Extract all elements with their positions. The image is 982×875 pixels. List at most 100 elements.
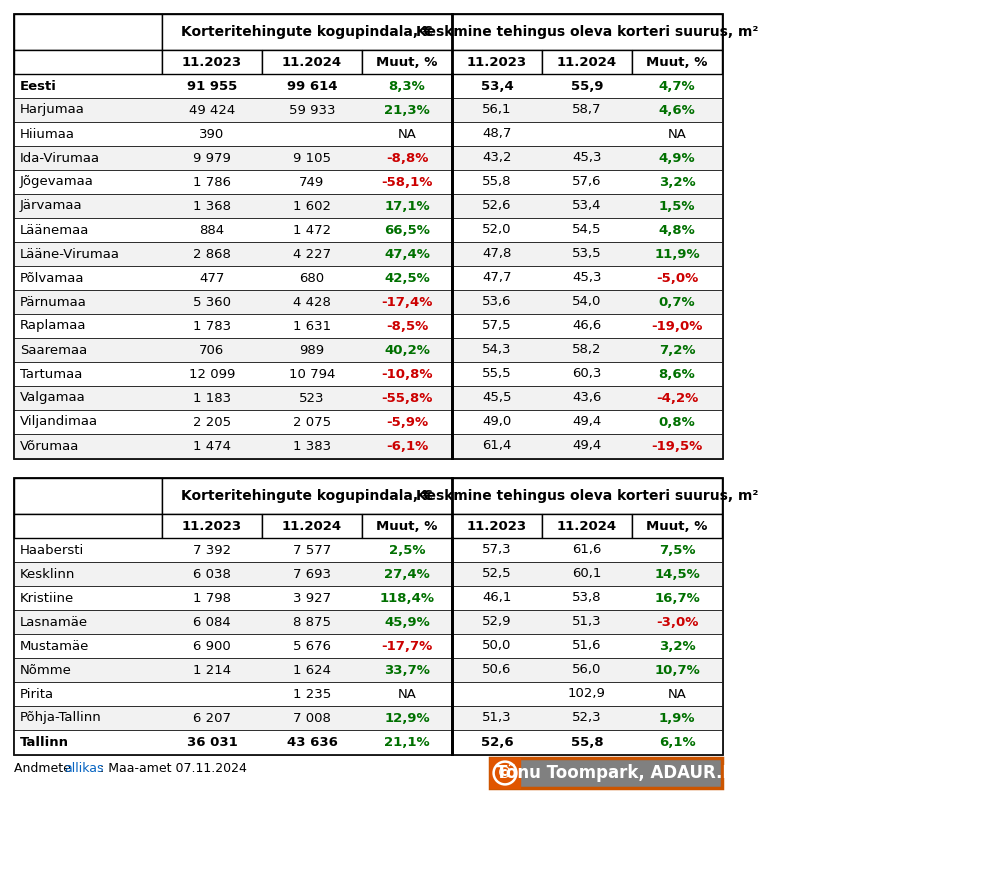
Bar bbox=[14, 478, 162, 514]
Text: 52,3: 52,3 bbox=[573, 711, 602, 724]
Text: 8,3%: 8,3% bbox=[389, 80, 425, 93]
Bar bbox=[14, 314, 722, 338]
Text: Harjumaa: Harjumaa bbox=[20, 103, 84, 116]
Bar bbox=[632, 514, 722, 538]
Text: 49,0: 49,0 bbox=[482, 416, 512, 429]
Text: -5,9%: -5,9% bbox=[386, 416, 428, 429]
Text: 49 424: 49 424 bbox=[189, 103, 235, 116]
Bar bbox=[14, 410, 722, 434]
Bar bbox=[14, 586, 722, 610]
Text: 53,8: 53,8 bbox=[573, 592, 602, 605]
Text: 1,5%: 1,5% bbox=[659, 200, 695, 213]
Text: Haabersti: Haabersti bbox=[20, 543, 84, 556]
Bar bbox=[452, 50, 542, 74]
Text: 33,7%: 33,7% bbox=[384, 663, 430, 676]
Text: 55,8: 55,8 bbox=[571, 736, 603, 748]
Text: 36 031: 36 031 bbox=[187, 736, 238, 748]
Text: 6 084: 6 084 bbox=[193, 615, 231, 628]
Text: 6 038: 6 038 bbox=[193, 568, 231, 580]
Text: 1 214: 1 214 bbox=[192, 663, 231, 676]
Text: 49,4: 49,4 bbox=[573, 416, 602, 429]
Text: Korteritehingute kogupindala, €: Korteritehingute kogupindala, € bbox=[182, 489, 433, 503]
Bar bbox=[542, 50, 632, 74]
Bar bbox=[14, 682, 722, 706]
Text: 1 368: 1 368 bbox=[193, 200, 231, 213]
Bar bbox=[262, 514, 362, 538]
Text: 55,9: 55,9 bbox=[571, 80, 603, 93]
Text: 1 783: 1 783 bbox=[192, 319, 231, 332]
Text: 11.2024: 11.2024 bbox=[557, 520, 617, 533]
Text: 58,7: 58,7 bbox=[573, 103, 602, 116]
Bar bbox=[262, 50, 362, 74]
Text: 51,3: 51,3 bbox=[482, 711, 512, 724]
Bar bbox=[14, 146, 722, 170]
Text: 1 474: 1 474 bbox=[193, 439, 231, 452]
Bar bbox=[14, 658, 722, 682]
Text: 2 205: 2 205 bbox=[192, 416, 231, 429]
Text: 2,5%: 2,5% bbox=[389, 543, 425, 556]
Text: 45,9%: 45,9% bbox=[384, 615, 430, 628]
Text: 9 979: 9 979 bbox=[193, 151, 231, 164]
Text: 52,5: 52,5 bbox=[482, 568, 512, 580]
Text: Keskmine tehingus oleva korteri suurus, m²: Keskmine tehingus oleva korteri suurus, … bbox=[415, 25, 758, 39]
Text: 27,4%: 27,4% bbox=[384, 568, 430, 580]
Text: 0,8%: 0,8% bbox=[659, 416, 695, 429]
Bar bbox=[14, 338, 722, 362]
Text: 1 631: 1 631 bbox=[293, 319, 331, 332]
Bar bbox=[14, 610, 722, 634]
Text: 11,9%: 11,9% bbox=[654, 248, 700, 261]
Bar bbox=[14, 122, 722, 146]
Bar bbox=[490, 758, 722, 788]
Text: 60,3: 60,3 bbox=[573, 368, 602, 381]
Text: 2 868: 2 868 bbox=[193, 248, 231, 261]
Text: Lääne-Virumaa: Lääne-Virumaa bbox=[20, 248, 120, 261]
Text: 91 955: 91 955 bbox=[187, 80, 237, 93]
Text: -6,1%: -6,1% bbox=[386, 439, 428, 452]
Text: 21,1%: 21,1% bbox=[384, 736, 430, 748]
Text: -19,0%: -19,0% bbox=[651, 319, 703, 332]
Text: Hiiumaa: Hiiumaa bbox=[20, 128, 75, 141]
Text: 102,9: 102,9 bbox=[568, 688, 606, 701]
Text: 11.2024: 11.2024 bbox=[282, 520, 342, 533]
Text: 52,6: 52,6 bbox=[482, 200, 512, 213]
Text: 43,2: 43,2 bbox=[482, 151, 512, 164]
Text: Jõgevamaa: Jõgevamaa bbox=[20, 176, 94, 188]
Text: 4 227: 4 227 bbox=[293, 248, 331, 261]
Text: 54,0: 54,0 bbox=[573, 296, 602, 309]
Text: 45,3: 45,3 bbox=[573, 151, 602, 164]
Text: 10,7%: 10,7% bbox=[654, 663, 700, 676]
Text: 7,5%: 7,5% bbox=[659, 543, 695, 556]
Text: 52,9: 52,9 bbox=[482, 615, 512, 628]
Text: 706: 706 bbox=[199, 344, 225, 356]
Text: Lasnamäe: Lasnamäe bbox=[20, 615, 88, 628]
Text: Mustamäe: Mustamäe bbox=[20, 640, 89, 653]
Text: 0,7%: 0,7% bbox=[659, 296, 695, 309]
Text: 390: 390 bbox=[199, 128, 225, 141]
Text: 16,7%: 16,7% bbox=[654, 592, 700, 605]
Bar bbox=[542, 514, 632, 538]
Text: : Maa-amet 07.11.2024: : Maa-amet 07.11.2024 bbox=[100, 761, 246, 774]
Bar bbox=[362, 514, 452, 538]
Bar bbox=[14, 514, 162, 538]
Text: 11.2024: 11.2024 bbox=[557, 55, 617, 68]
Text: 1 383: 1 383 bbox=[293, 439, 331, 452]
Bar bbox=[452, 514, 542, 538]
Text: 40,2%: 40,2% bbox=[384, 344, 430, 356]
Text: 11.2024: 11.2024 bbox=[282, 55, 342, 68]
Bar bbox=[14, 50, 162, 74]
Text: Muut, %: Muut, % bbox=[376, 520, 438, 533]
Text: 5 676: 5 676 bbox=[293, 640, 331, 653]
Text: 12,9%: 12,9% bbox=[384, 711, 430, 724]
Text: 61,6: 61,6 bbox=[573, 543, 602, 556]
Text: Läänemaa: Läänemaa bbox=[20, 223, 89, 236]
Text: 749: 749 bbox=[300, 176, 325, 188]
Bar bbox=[452, 478, 722, 514]
Text: Pirita: Pirita bbox=[20, 688, 54, 701]
Text: 53,5: 53,5 bbox=[573, 248, 602, 261]
Text: 52,6: 52,6 bbox=[480, 736, 514, 748]
Text: 50,0: 50,0 bbox=[482, 640, 512, 653]
Text: -8,5%: -8,5% bbox=[386, 319, 428, 332]
Text: 6,1%: 6,1% bbox=[659, 736, 695, 748]
Text: 6 207: 6 207 bbox=[193, 711, 231, 724]
Text: 1 786: 1 786 bbox=[193, 176, 231, 188]
